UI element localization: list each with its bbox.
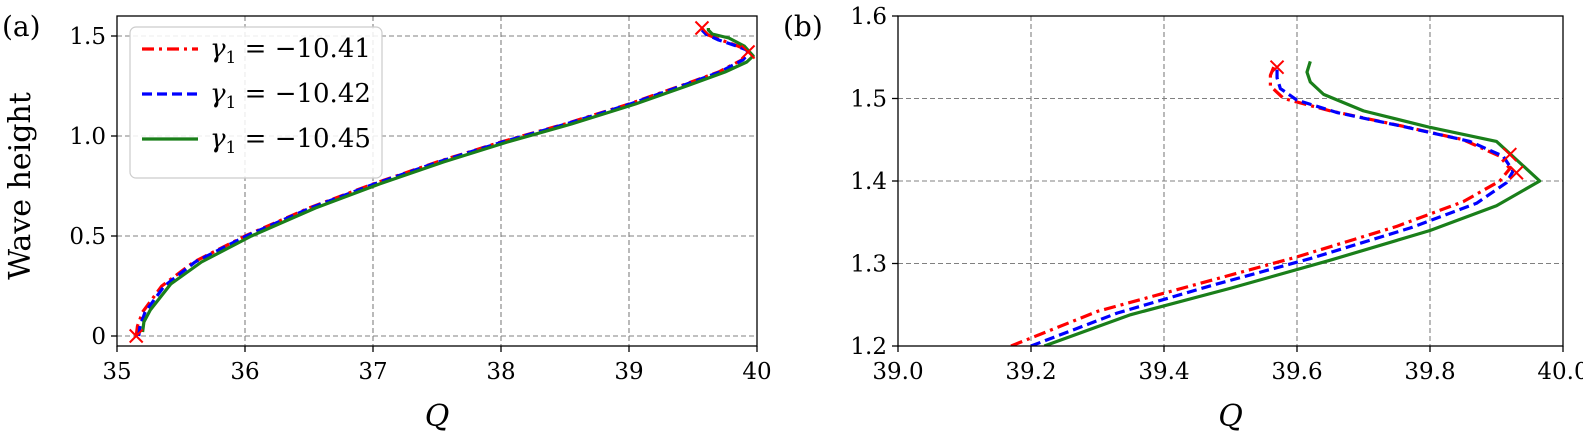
panel-a-legend-label-2: γ1 = −10.45 <box>210 124 371 158</box>
panel-b-xlabel: Q <box>1218 399 1243 434</box>
panel-b-xtick-label-5: 40.0 <box>1537 359 1583 385</box>
panel-a-plot-area <box>134 27 755 337</box>
panel-a-xtick-label-2: 37 <box>358 359 387 385</box>
panel-a-ytick-label-2: 1.0 <box>69 124 106 150</box>
panel-a-legend-label-1: γ1 = −10.42 <box>210 79 371 113</box>
panel-a-series-line-2 <box>141 28 755 333</box>
panel-b-marker-0-1 <box>1502 147 1518 162</box>
panel-a-xlabel: Q <box>425 399 450 434</box>
panel-a-ytick-label-1: 0.5 <box>69 224 106 250</box>
panel-a-legend-label-0: γ1 = −10.41 <box>210 34 371 68</box>
panel-a-marker-0-0 <box>128 328 144 344</box>
panel-b-xtick-label-1: 39.2 <box>1005 359 1056 385</box>
panel-b-marker-0-2 <box>1509 165 1524 180</box>
panel-b-xtick-label-0: 39.0 <box>872 359 923 385</box>
panel-a: 35 36 37 38 39 40 0 0.5 1.0 1.5 Q Wave height (a) γ1 … <box>2 10 772 434</box>
panel-a-xtick-label-5: 40 <box>742 359 771 385</box>
panel-b-ytick-label-1: 1.3 <box>850 252 887 278</box>
panel-a-label: (a) <box>2 10 41 43</box>
panel-a-xtick-label-1: 36 <box>230 359 259 385</box>
panel-a-ytick-label-0: 0 <box>91 324 106 350</box>
panel-a-marker-0-1 <box>740 44 756 60</box>
panel-a-axes-frame <box>116 15 758 347</box>
panel-a-marker-0-2 <box>694 20 710 36</box>
panel-b-series-line-0 <box>1010 66 1512 346</box>
panel-b-ytick-label-0: 1.2 <box>850 334 887 360</box>
panel-b-ytick-label-4: 1.6 <box>850 4 887 30</box>
panel-b-xtick-label-3: 39.6 <box>1271 359 1322 385</box>
panel-b-series-line-1 <box>1030 69 1515 346</box>
panel-b-plot-area <box>1010 60 1542 346</box>
panel-a-ylabel: Wave height <box>3 92 38 280</box>
panel-a-ytick-label-3: 1.5 <box>69 24 106 50</box>
panel-a-xtick-label-3: 38 <box>486 359 515 385</box>
panel-b-ytick-label-2: 1.4 <box>850 169 887 195</box>
panel-b-ytick-label-3: 1.5 <box>850 87 887 113</box>
panel-b-xtick-label-2: 39.4 <box>1138 359 1189 385</box>
panel-b-series-line-2 <box>1043 60 1542 346</box>
panel-a-xtick-label-4: 39 <box>614 359 643 385</box>
panel-a-xtick-label-0: 35 <box>102 359 131 385</box>
panel-b-label: (b) <box>783 10 823 43</box>
panel-a-legend: γ1 = −10.41 γ1 = −10.42 γ1 = −10.45 <box>129 26 383 179</box>
panel-b-marker-0-0 <box>1269 59 1285 75</box>
panel-b: 39.0 39.2 39.4 39.6 39.8 40.0 1.2 1.3 1.4 1.5 1.6 Q… <box>783 4 1583 434</box>
panel-b-xtick-label-4: 39.8 <box>1404 359 1455 385</box>
